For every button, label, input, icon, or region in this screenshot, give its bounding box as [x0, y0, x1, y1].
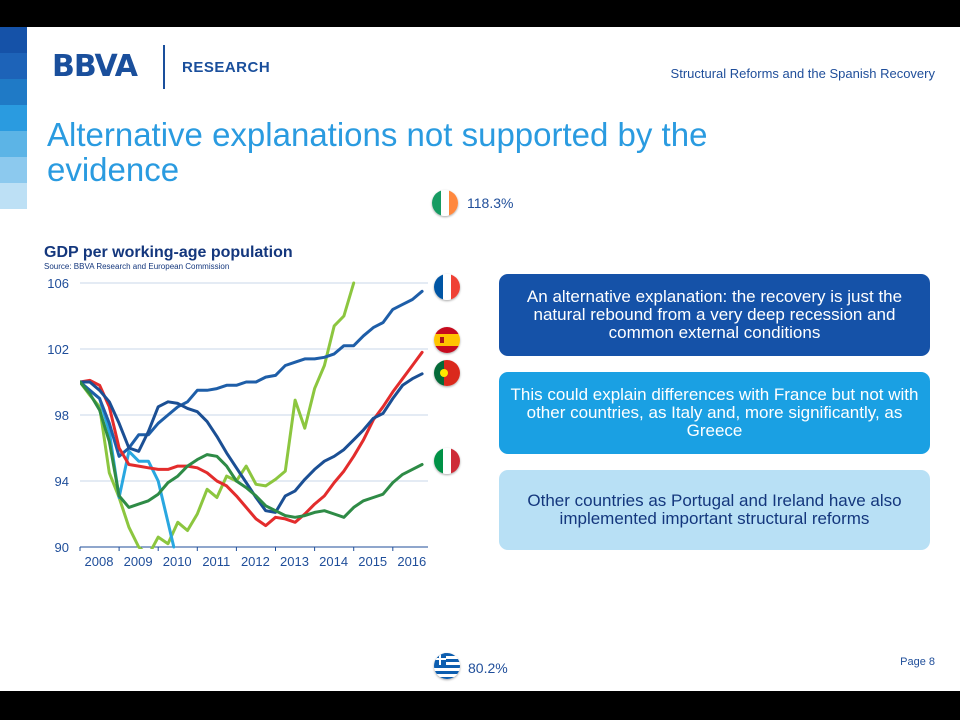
x-tick-label: 2012 [241, 554, 270, 569]
portugal-flag-icon [434, 360, 460, 386]
x-tick-label: 2013 [280, 554, 309, 569]
series-line-ireland [80, 281, 356, 549]
logo-divider [163, 45, 165, 89]
greece-value-label: 80.2% [468, 660, 508, 676]
series-line-italy [80, 380, 424, 519]
gdp-line-chart: 90 94 98 102 106 2008 2009 2010 2011 2012 2013 2014… [47, 276, 428, 569]
y-tick-label: 90 [55, 540, 69, 555]
x-tick-label: 2016 [397, 554, 426, 569]
italy-flag-icon [434, 448, 460, 474]
explanation-box: An alternative explanation: the recovery… [499, 274, 930, 356]
page-number: Page 8 [900, 656, 935, 668]
x-tick-label: 2015 [358, 554, 387, 569]
series-line-spain [80, 350, 424, 528]
logo-research-label: RESEARCH [182, 59, 271, 76]
series-line-france [80, 289, 424, 458]
reforms-box: Other countries as Portugal and Ireland … [499, 470, 930, 550]
page-title: Alternative explanations not supported b… [47, 116, 708, 188]
x-tick-label: 2010 [163, 554, 192, 569]
y-tick-label: 98 [55, 408, 69, 423]
x-tick-label: 2011 [202, 554, 230, 569]
france-flag-icon [434, 274, 460, 300]
y-tick-label: 102 [47, 342, 69, 357]
bbva-logo: BBVA [52, 49, 138, 84]
decorative-stripes [0, 27, 27, 209]
x-tick-label: 2009 [124, 554, 153, 569]
counter-argument-box: This could explain differences with Fran… [499, 372, 930, 454]
ireland-value-label: 118.3% [467, 195, 514, 211]
y-tick-label: 106 [47, 276, 69, 291]
ireland-flag-icon [432, 190, 458, 216]
chart-title: GDP per working-age population [44, 244, 293, 261]
x-tick-label: 2008 [85, 554, 114, 569]
slide: BBVA RESEARCH Structural Reforms and the… [0, 27, 960, 691]
x-tick-label: 2014 [319, 554, 348, 569]
header-subtitle: Structural Reforms and the Spanish Recov… [670, 66, 935, 81]
spain-flag-icon [434, 327, 460, 353]
y-tick-label: 94 [55, 474, 69, 489]
greece-flag-icon [434, 653, 460, 679]
chart-source: Source: BBVA Research and European Commi… [44, 262, 230, 271]
